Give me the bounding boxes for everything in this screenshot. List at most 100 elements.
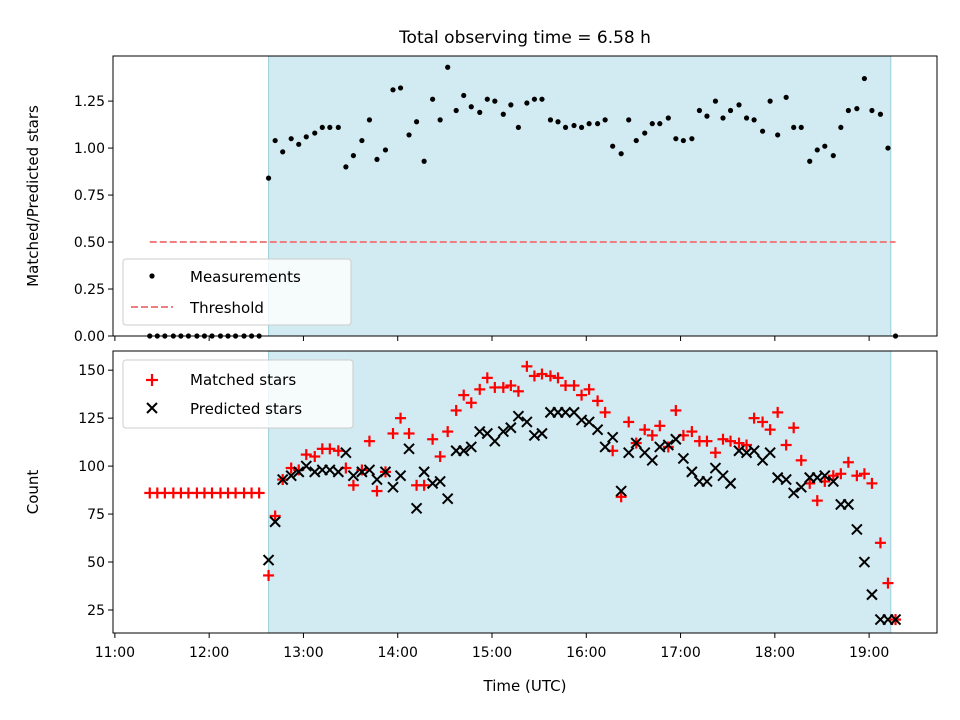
matched-star-point	[686, 426, 698, 438]
measurement-point	[618, 151, 624, 157]
measurement-point	[366, 117, 373, 123]
measurement-point	[845, 107, 851, 114]
measurement-point	[885, 145, 891, 151]
predicted-star-point	[418, 466, 430, 478]
ratio-legend: Measurements Threshold	[122, 258, 352, 326]
matched-star-point	[811, 495, 823, 507]
count-axes-frame	[112, 350, 938, 634]
measurement-point	[390, 87, 396, 93]
predicted-star-point	[559, 406, 572, 419]
matched-star-point	[347, 479, 359, 491]
legend-measurements-marker	[149, 273, 155, 279]
matched-star-point	[474, 383, 486, 395]
measurement-point	[461, 92, 467, 99]
matched-star-point	[615, 491, 627, 503]
x-tick-label: 16:00	[566, 645, 606, 661]
predicted-star-point	[497, 425, 510, 438]
matched-star-point	[442, 426, 454, 438]
count-y-ticks: 25 50 75 100 125 150	[78, 363, 113, 619]
predicted-star-point	[787, 487, 800, 499]
predicted-star-point	[403, 443, 415, 455]
y-tick-label: 0.75	[74, 188, 105, 204]
matched-star-point	[505, 380, 517, 392]
y-tick-label: 25	[87, 603, 105, 619]
matched-star-point	[858, 468, 870, 480]
measurement-point	[280, 149, 286, 155]
measurement-point	[689, 136, 695, 142]
predicted-star-point	[536, 427, 548, 440]
predicted-star-point	[771, 471, 784, 484]
matched-star-point	[552, 372, 564, 384]
matched-star-point	[599, 406, 611, 418]
predicted-star-point	[889, 613, 902, 626]
ratio-y-ticks: 0.00 0.25 0.50 0.75 1.00 1.25	[74, 94, 113, 345]
measurement-point	[861, 75, 868, 82]
measurement-point	[492, 98, 498, 104]
measurement-point	[665, 115, 671, 121]
measurement-point	[602, 117, 608, 123]
y-tick-label: 50	[87, 555, 105, 571]
y-tick-label: 125	[78, 411, 105, 427]
y-tick-label: 0.50	[74, 235, 105, 251]
x-tick-label: 14:00	[378, 645, 418, 661]
matched-star-point	[764, 424, 776, 436]
measurement-point	[265, 175, 272, 181]
measurement-point	[633, 137, 639, 144]
matched-star-point	[363, 435, 375, 447]
predicted-star-point	[285, 469, 297, 482]
measurement-point	[649, 121, 655, 127]
matched-star-point	[866, 477, 878, 489]
measurement-point	[727, 107, 734, 114]
predicted-star-point	[379, 466, 392, 478]
measurement-point	[296, 141, 302, 147]
ratio-x-ticks	[114, 336, 870, 341]
measurement-point	[571, 122, 577, 129]
predicted-star-point	[441, 493, 454, 505]
measurement-point	[312, 130, 318, 136]
ratio-axes-frame	[112, 55, 938, 337]
measurement-point	[798, 124, 804, 131]
matched-star-point	[536, 368, 548, 380]
ratio-y-axis-label: Matched/Predicted stars	[24, 105, 42, 287]
y-tick-label: 1.25	[74, 94, 105, 110]
measurement-point	[736, 102, 742, 108]
predicted-star-point	[434, 475, 446, 488]
measurement-point	[515, 124, 522, 131]
measurement-point	[562, 124, 569, 131]
measurement-point	[775, 132, 781, 138]
measurement-point	[822, 143, 828, 149]
predicted-star-point	[410, 502, 423, 515]
matched-star-point	[481, 372, 493, 384]
predicted-star-point	[654, 441, 666, 453]
y-tick-label: 1.00	[74, 141, 105, 157]
predicted-star-point	[505, 422, 517, 434]
measurement-point	[547, 117, 554, 123]
y-tick-label: 100	[78, 459, 105, 475]
matched-star-point	[842, 456, 854, 468]
matched-star-point	[662, 441, 674, 453]
figure-title: Total observing time = 6.58 h	[398, 28, 651, 48]
predicted-star-point	[269, 516, 281, 528]
measurement-point	[531, 96, 538, 102]
x-tick-label: 12:00	[189, 645, 229, 661]
predicted-star-points	[262, 406, 902, 626]
matched-star-point	[795, 454, 807, 466]
matched-star-point	[583, 383, 595, 395]
predicted-star-point	[827, 475, 840, 488]
predicted-star-point	[780, 473, 792, 486]
matched-star-point	[646, 429, 658, 441]
predicted-star-point	[300, 460, 312, 472]
matched-star-point	[418, 479, 430, 491]
matched-star-point	[772, 406, 784, 418]
measurement-point	[484, 96, 490, 102]
y-tick-label: 75	[87, 507, 105, 523]
predicted-star-point	[677, 452, 690, 465]
measurement-point	[626, 117, 632, 123]
predicted-star-point	[615, 485, 627, 497]
matched-star-point	[512, 385, 524, 397]
measurement-point	[524, 100, 530, 106]
predicted-star-point	[458, 445, 470, 457]
x-tick-label: 15:00	[472, 645, 512, 661]
measurement-point	[453, 107, 459, 114]
